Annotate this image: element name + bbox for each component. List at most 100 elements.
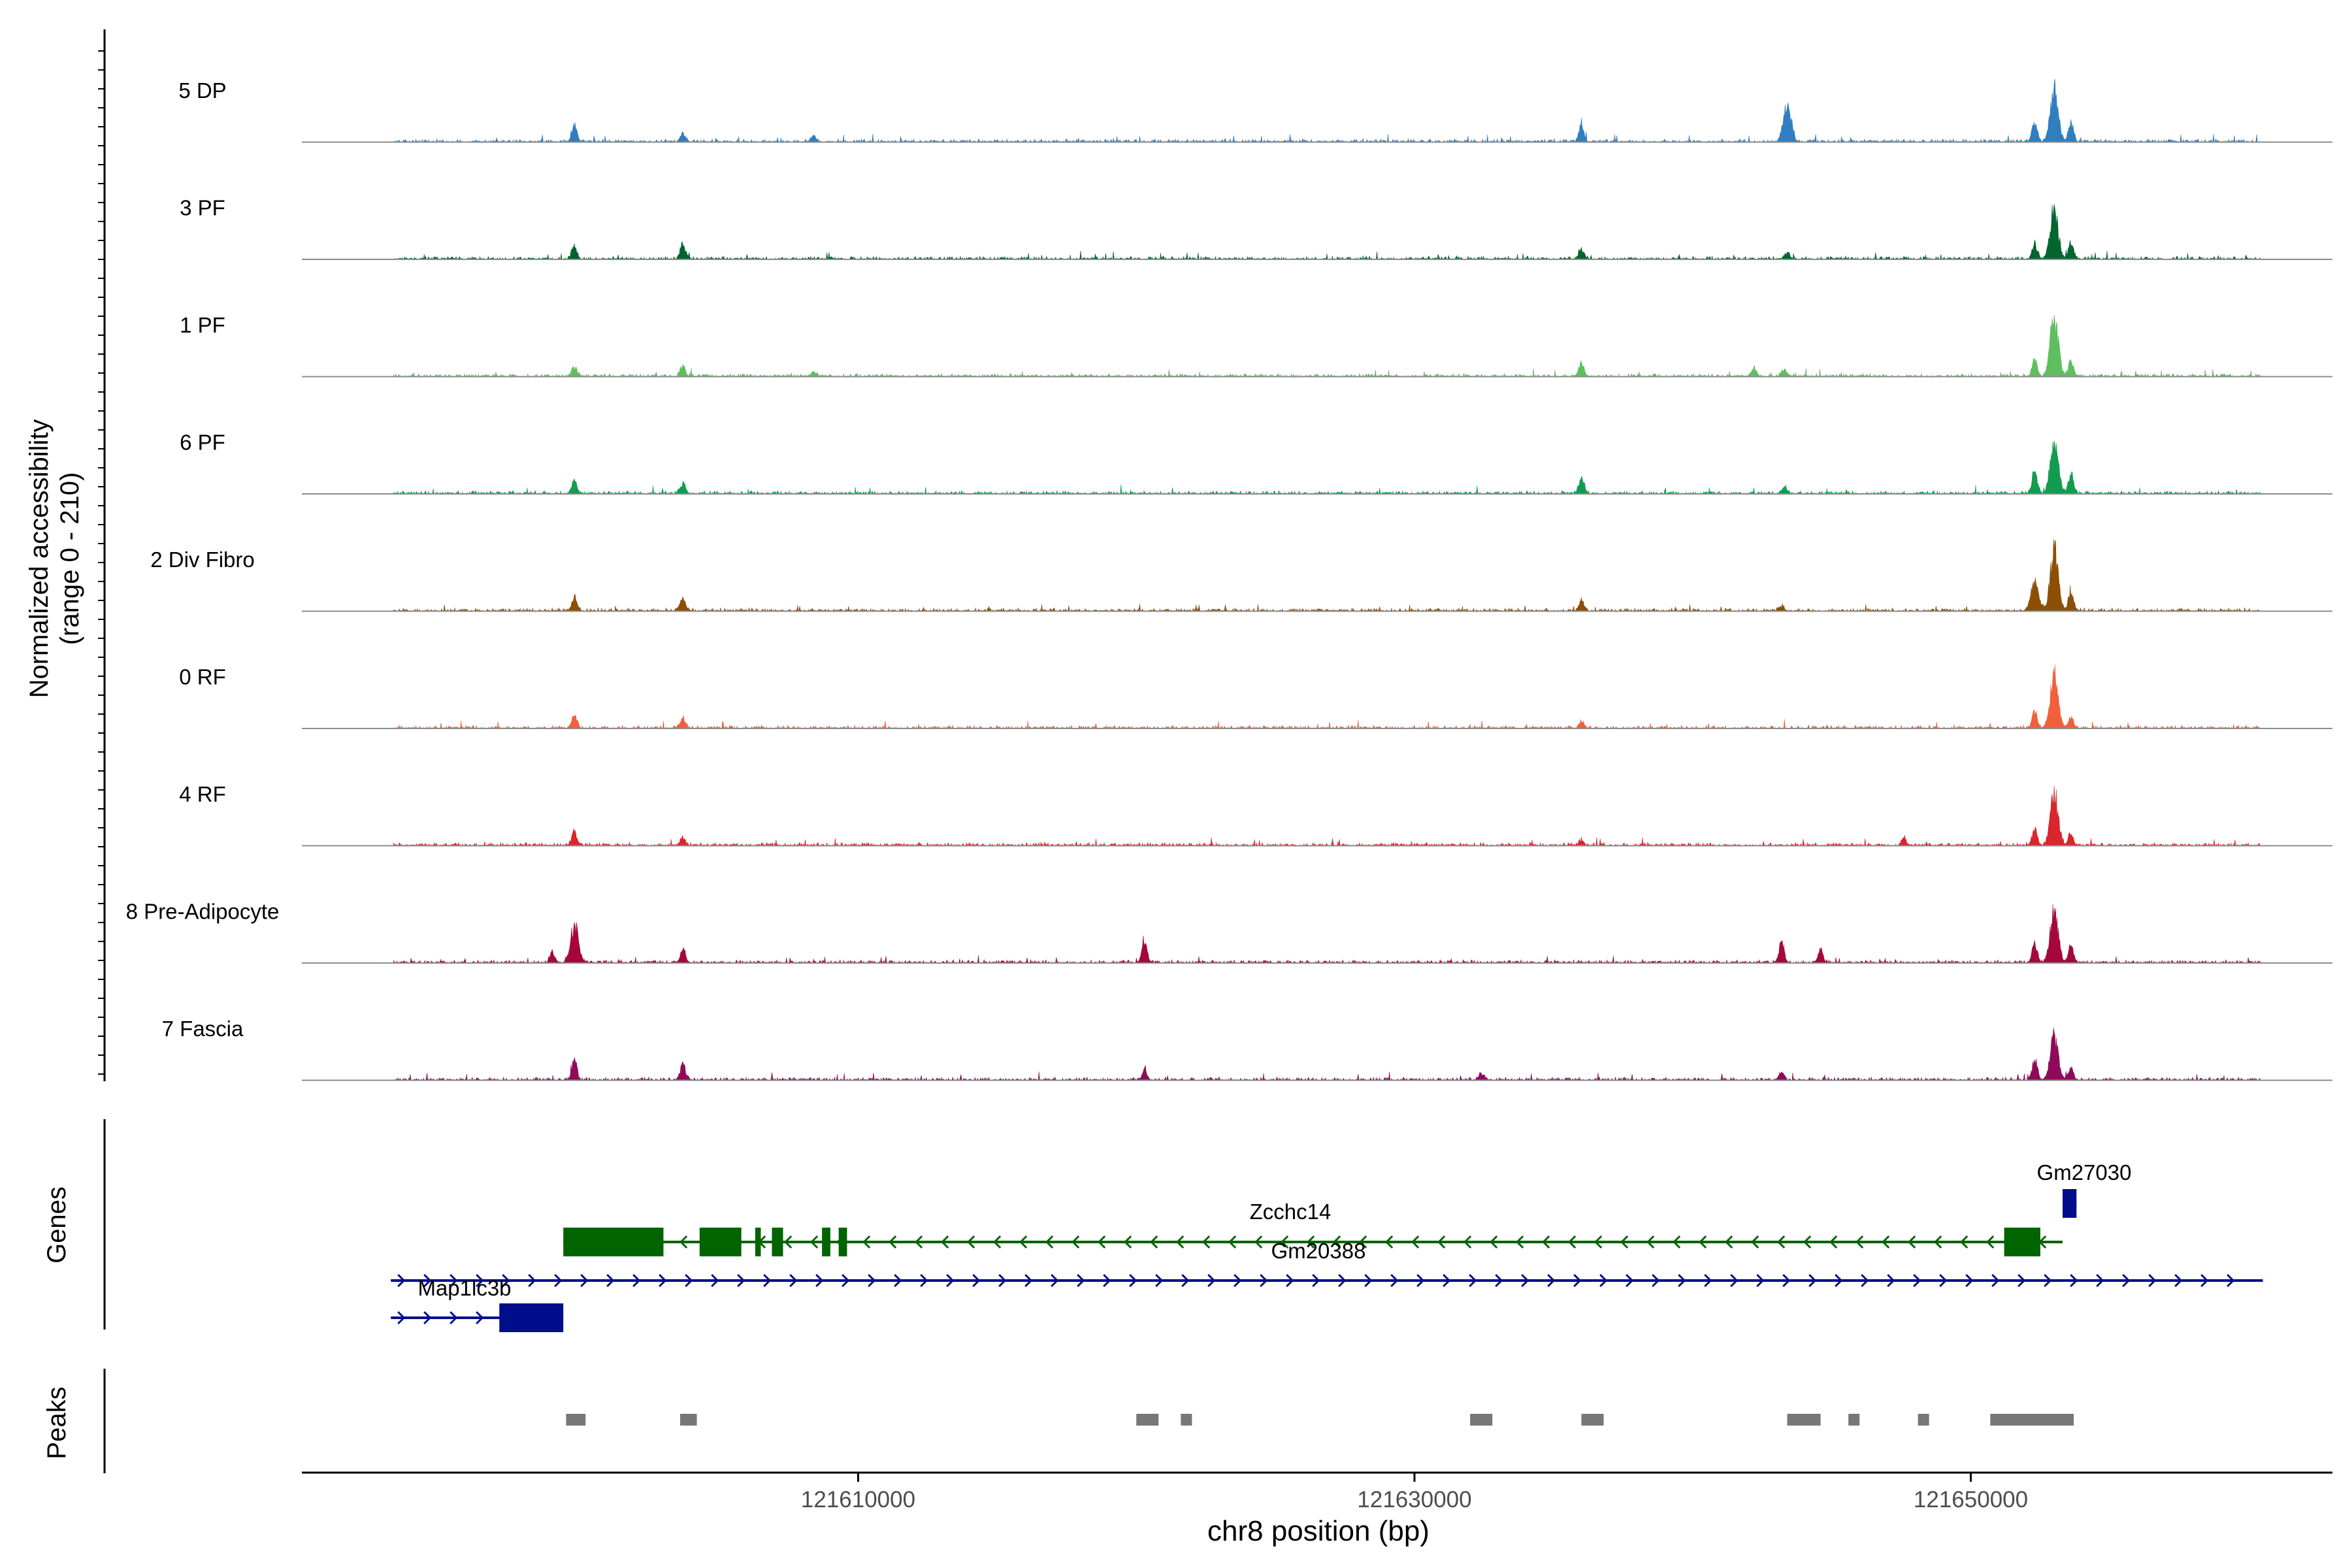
gene-strand-arrow <box>1803 1235 1812 1249</box>
gene-strand-arrow <box>1359 1235 1367 1249</box>
gene-strand-arrow <box>1782 1273 1791 1288</box>
gene-strand-arrow <box>397 1273 406 1288</box>
gene-strand-arrow <box>1704 1273 1712 1288</box>
gene-strand-arrow <box>1568 1235 1576 1249</box>
gene-strand-arrow <box>1699 1235 1707 1249</box>
x-tick-label-2: 121650000 <box>1914 1487 2028 1512</box>
gene-strand-arrow <box>1443 1273 1451 1288</box>
gene-exon-0-6 <box>2004 1228 2040 1256</box>
gene-strand-arrow <box>2148 1273 2157 1288</box>
gene-strand-arrow <box>476 1311 484 1325</box>
gene-exon-0-5 <box>838 1228 847 1256</box>
gene-strand-arrow <box>1521 1273 1529 1288</box>
gene-strand-arrow <box>679 1235 688 1249</box>
gene-strand-arrow <box>1991 1273 2000 1288</box>
coverage-area-2 <box>393 314 2261 378</box>
peaks-axis-label: Peaks <box>42 1386 71 1459</box>
gene-strand-arrow <box>1730 1273 1739 1288</box>
gene-strand-arrow <box>1887 1273 1895 1288</box>
gene-strand-arrow <box>1908 1235 1916 1249</box>
gene-exon-0-0 <box>563 1228 664 1256</box>
gene-strand-arrow <box>1260 1273 1268 1288</box>
gene-strand-arrow <box>1625 1273 1634 1288</box>
gene-strand-arrow <box>868 1273 876 1288</box>
track-label-3: 6 PF <box>180 431 225 455</box>
gene-strand-arrow <box>1516 1235 1524 1249</box>
gene-strand-arrow <box>889 1235 897 1249</box>
gene-strand-arrow <box>449 1273 458 1288</box>
gene-strand-arrow <box>1594 1235 1603 1249</box>
gene-strand-arrow <box>972 1273 981 1288</box>
gene-strand-arrow <box>1312 1273 1320 1288</box>
track-label-4: 2 Div Fibro <box>150 547 255 572</box>
gene-strand-arrow <box>685 1273 693 1288</box>
gene-strand-arrow <box>1416 1273 1425 1288</box>
peak-region-7 <box>1848 1414 1860 1426</box>
gene-strand-arrow <box>1463 1235 1472 1249</box>
gene-exon-0-1 <box>699 1228 742 1256</box>
gene-strand-arrow <box>1281 1235 1289 1249</box>
y-axis-label-line2: (range 0 - 210) <box>56 472 84 645</box>
gene-strand-arrow <box>967 1235 975 1249</box>
track-label-2: 1 PF <box>180 313 225 337</box>
gene-strand-arrow <box>1233 1273 1242 1288</box>
peak-region-4 <box>1470 1414 1493 1426</box>
gene-strand-arrow <box>763 1273 772 1288</box>
gene-strand-arrow <box>606 1273 615 1288</box>
coverage-area-3 <box>393 440 2261 495</box>
gene-strand-arrow <box>1861 1273 1869 1288</box>
gene-strand-arrow <box>1019 1235 1028 1249</box>
track-label-5: 0 RF <box>179 665 226 689</box>
peak-region-0 <box>566 1414 586 1426</box>
peak-region-6 <box>1787 1414 1821 1426</box>
gene-strand-arrow <box>1364 1273 1373 1288</box>
gene-strand-arrow <box>476 1273 484 1288</box>
gene-strand-arrow <box>862 1235 871 1249</box>
gene-strand-arrow <box>2044 1273 2052 1288</box>
peak-region-1 <box>680 1414 697 1426</box>
gene-strand-arrow <box>1855 1235 1864 1249</box>
gene-label-2: Map1lc3b <box>417 1276 511 1300</box>
track-label-1: 3 PF <box>180 196 225 220</box>
gene-strand-arrow <box>1620 1235 1629 1249</box>
gene-strand-arrow <box>1150 1235 1158 1249</box>
gene-strand-arrow <box>1469 1273 1477 1288</box>
gene-strand-arrow <box>1599 1273 1608 1288</box>
peak-region-8 <box>1918 1414 1929 1426</box>
gene-strand-arrow <box>2174 1273 2183 1288</box>
gene-strand-arrow <box>1652 1273 1660 1288</box>
coverage-area-4 <box>393 538 2261 612</box>
gene-strand-arrow <box>1542 1235 1550 1249</box>
track-label-6: 4 RF <box>179 782 226 806</box>
gene-strand-arrow <box>423 1311 432 1325</box>
coverage-area-7 <box>393 904 2261 964</box>
coverage-area-1 <box>393 204 2261 261</box>
gene-strand-arrow <box>1913 1273 1921 1288</box>
gene-strand-arrow <box>1385 1235 1394 1249</box>
gene-strand-arrow <box>810 1235 819 1249</box>
gene-strand-arrow <box>946 1273 955 1288</box>
coverage-area-6 <box>393 785 2261 847</box>
gene-strand-arrow <box>1411 1235 1420 1249</box>
gene-strand-arrow <box>915 1235 923 1249</box>
gene-strand-arrow <box>1573 1273 1582 1288</box>
gene-strand-arrow <box>1338 1273 1347 1288</box>
coverage-area-8 <box>393 1028 2261 1081</box>
peak-region-5 <box>1581 1414 1604 1426</box>
gene-strand-arrow <box>1678 1273 1686 1288</box>
y-axis-label-line1: Normalized accessibility <box>25 419 54 698</box>
gene-strand-arrow <box>632 1273 641 1288</box>
gene-strand-arrow <box>1673 1235 1681 1249</box>
gene-strand-arrow <box>1960 1235 1968 1249</box>
gene-strand-arrow <box>1939 1273 1948 1288</box>
gene-strand-arrow <box>1181 1273 1190 1288</box>
gene-strand-arrow <box>1207 1273 1216 1288</box>
gene-strand-arrow <box>1725 1235 1733 1249</box>
coverage-area-5 <box>393 664 2261 730</box>
genes-panel: Zcchc14 Gm20388 Map1lc3b Gm27030 <box>103 1119 2263 1332</box>
gene-strand-arrow <box>397 1311 406 1325</box>
gene-strand-arrow <box>1437 1235 1446 1249</box>
peaks-panel <box>103 1369 2074 1473</box>
gene-strand-arrow <box>580 1273 589 1288</box>
